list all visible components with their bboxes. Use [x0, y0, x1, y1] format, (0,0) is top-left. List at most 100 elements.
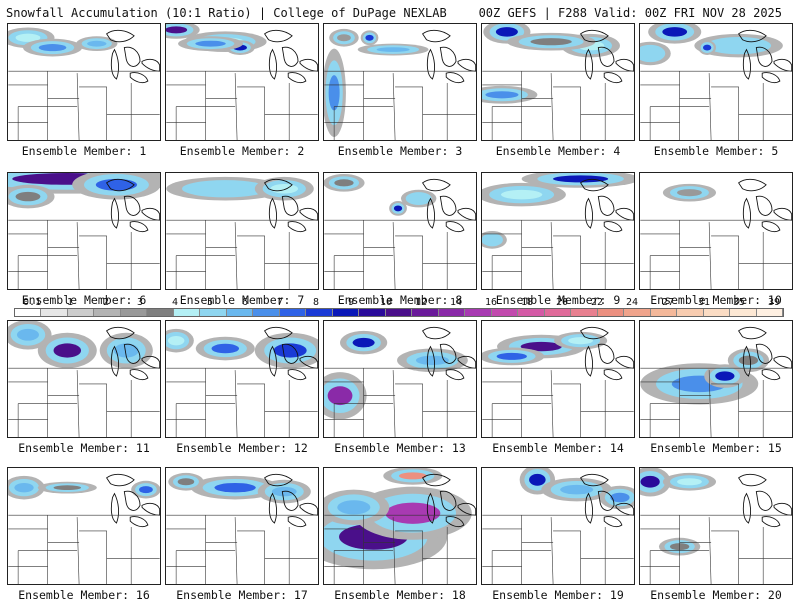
lake-outline	[110, 345, 120, 377]
lake-outline	[439, 46, 457, 67]
snowfall-core-area	[662, 27, 688, 37]
colorbar-swatch	[359, 309, 386, 316]
lake-outline	[123, 195, 141, 216]
colorbar-tick-label: 24	[625, 297, 639, 308]
lake-outline	[761, 72, 781, 84]
colorbar-swatch	[67, 309, 95, 316]
state-border	[237, 235, 265, 289]
colorbar-swatch	[279, 309, 307, 316]
lake-outline	[287, 221, 307, 233]
colorbar-swatch	[412, 309, 439, 316]
lake-outline	[615, 58, 634, 72]
snowfall-map	[165, 172, 319, 290]
colorbar-swatch	[677, 309, 704, 316]
lake-outline	[141, 207, 160, 221]
lake-outline	[761, 221, 781, 233]
snowfall-core-area	[703, 44, 712, 51]
ensemble-member-panel: Ensemble Member: 19	[481, 467, 635, 602]
ensemble-member-label: Ensemble Member: 6	[21, 293, 147, 307]
snowfall-core-area	[53, 343, 82, 358]
lake-outline	[584, 197, 594, 229]
snowfall-map	[323, 467, 477, 585]
colorbar-tick-label: 39	[767, 297, 781, 308]
colorbar-tick-label: 27	[661, 297, 675, 308]
snowfall-core-area	[738, 355, 759, 366]
ensemble-member-label: Ensemble Member: 16	[18, 588, 150, 602]
lake-outline	[457, 207, 476, 221]
colorbar-swatch	[650, 309, 678, 316]
ensemble-member-label: Ensemble Member: 18	[334, 588, 466, 602]
colorbar-swatch	[120, 309, 148, 316]
snowfall-map	[323, 23, 477, 141]
state-border	[550, 370, 554, 437]
colorbar-tick-label: 14	[449, 297, 463, 308]
colorbar-swatch	[597, 309, 625, 316]
state-border	[708, 370, 712, 437]
state-border	[76, 73, 80, 140]
snowfall-map	[7, 23, 161, 141]
lake-outline	[761, 369, 781, 381]
lake-outline	[264, 178, 293, 192]
snowfall-core-area	[399, 472, 427, 480]
ensemble-member-panel: Ensemble Member: 18	[323, 467, 477, 602]
colorbar-tick-label: 31	[697, 297, 711, 308]
state-border	[234, 517, 238, 584]
snowfall-core-area	[337, 500, 371, 515]
snowfall-core-area	[14, 482, 34, 493]
ensemble-member-label: Ensemble Member: 10	[650, 293, 782, 307]
ensemble-member-panel: Ensemble Member: 9	[481, 172, 635, 307]
lake-outline	[299, 207, 318, 221]
colorbar-swatch	[438, 309, 466, 316]
snowfall-map	[481, 172, 635, 290]
snowfall-core-area	[385, 502, 441, 524]
snowfall-core-area	[485, 236, 500, 244]
lake-outline	[110, 48, 120, 80]
colorbar-tick-label: 3	[136, 297, 144, 308]
lake-outline	[738, 29, 767, 43]
lake-outline	[129, 516, 149, 528]
colorbar-swatch	[385, 309, 413, 316]
colorbar-labels: 0.1 1 2 3 4 5 6 7 8 9 10 12 14 16 18 20 22 24 27 31 35 39	[14, 296, 784, 308]
lake-outline	[422, 326, 451, 340]
state-border	[395, 235, 423, 289]
snowfall-map	[481, 320, 635, 438]
lake-outline	[422, 473, 451, 487]
state-border	[76, 370, 80, 437]
state-border	[79, 383, 107, 437]
colorbar-swatch	[94, 309, 121, 316]
snowfall-core-area	[568, 337, 593, 345]
lake-outline	[129, 369, 149, 381]
lake-outline	[106, 29, 135, 43]
lake-outline	[426, 48, 436, 80]
ensemble-member-label: Ensemble Member: 14	[492, 441, 624, 455]
lake-outline	[264, 29, 293, 43]
lake-outline	[426, 492, 436, 524]
lake-outline	[141, 502, 160, 516]
state-border	[234, 73, 238, 140]
snowfall-core-area	[166, 26, 188, 34]
lake-outline	[773, 58, 792, 72]
state-border	[237, 86, 265, 140]
colorbar-tick-label: 9	[347, 297, 355, 308]
state-border	[392, 517, 396, 584]
snowfall-map	[165, 467, 319, 585]
colorbar-swatch	[571, 309, 598, 316]
lake-outline	[439, 195, 457, 216]
ensemble-member-label: Ensemble Member: 12	[176, 441, 308, 455]
state-border	[392, 73, 396, 140]
snowfall-core-area	[415, 355, 449, 366]
ensemble-member-label: Ensemble Member: 8	[337, 293, 463, 307]
snowfall-map	[165, 320, 319, 438]
lake-outline	[422, 29, 451, 43]
lake-outline	[439, 343, 457, 364]
snowfall-core-area	[376, 47, 410, 52]
lake-outline	[281, 195, 299, 216]
state-border	[711, 383, 739, 437]
lake-outline	[129, 221, 149, 233]
lake-outline	[742, 197, 752, 229]
lake-outline	[287, 516, 307, 528]
lake-outline	[457, 58, 476, 72]
lake-outline	[580, 178, 609, 192]
snowfall-core-area	[16, 328, 39, 341]
colorbar-tick-label: 1	[66, 297, 74, 308]
